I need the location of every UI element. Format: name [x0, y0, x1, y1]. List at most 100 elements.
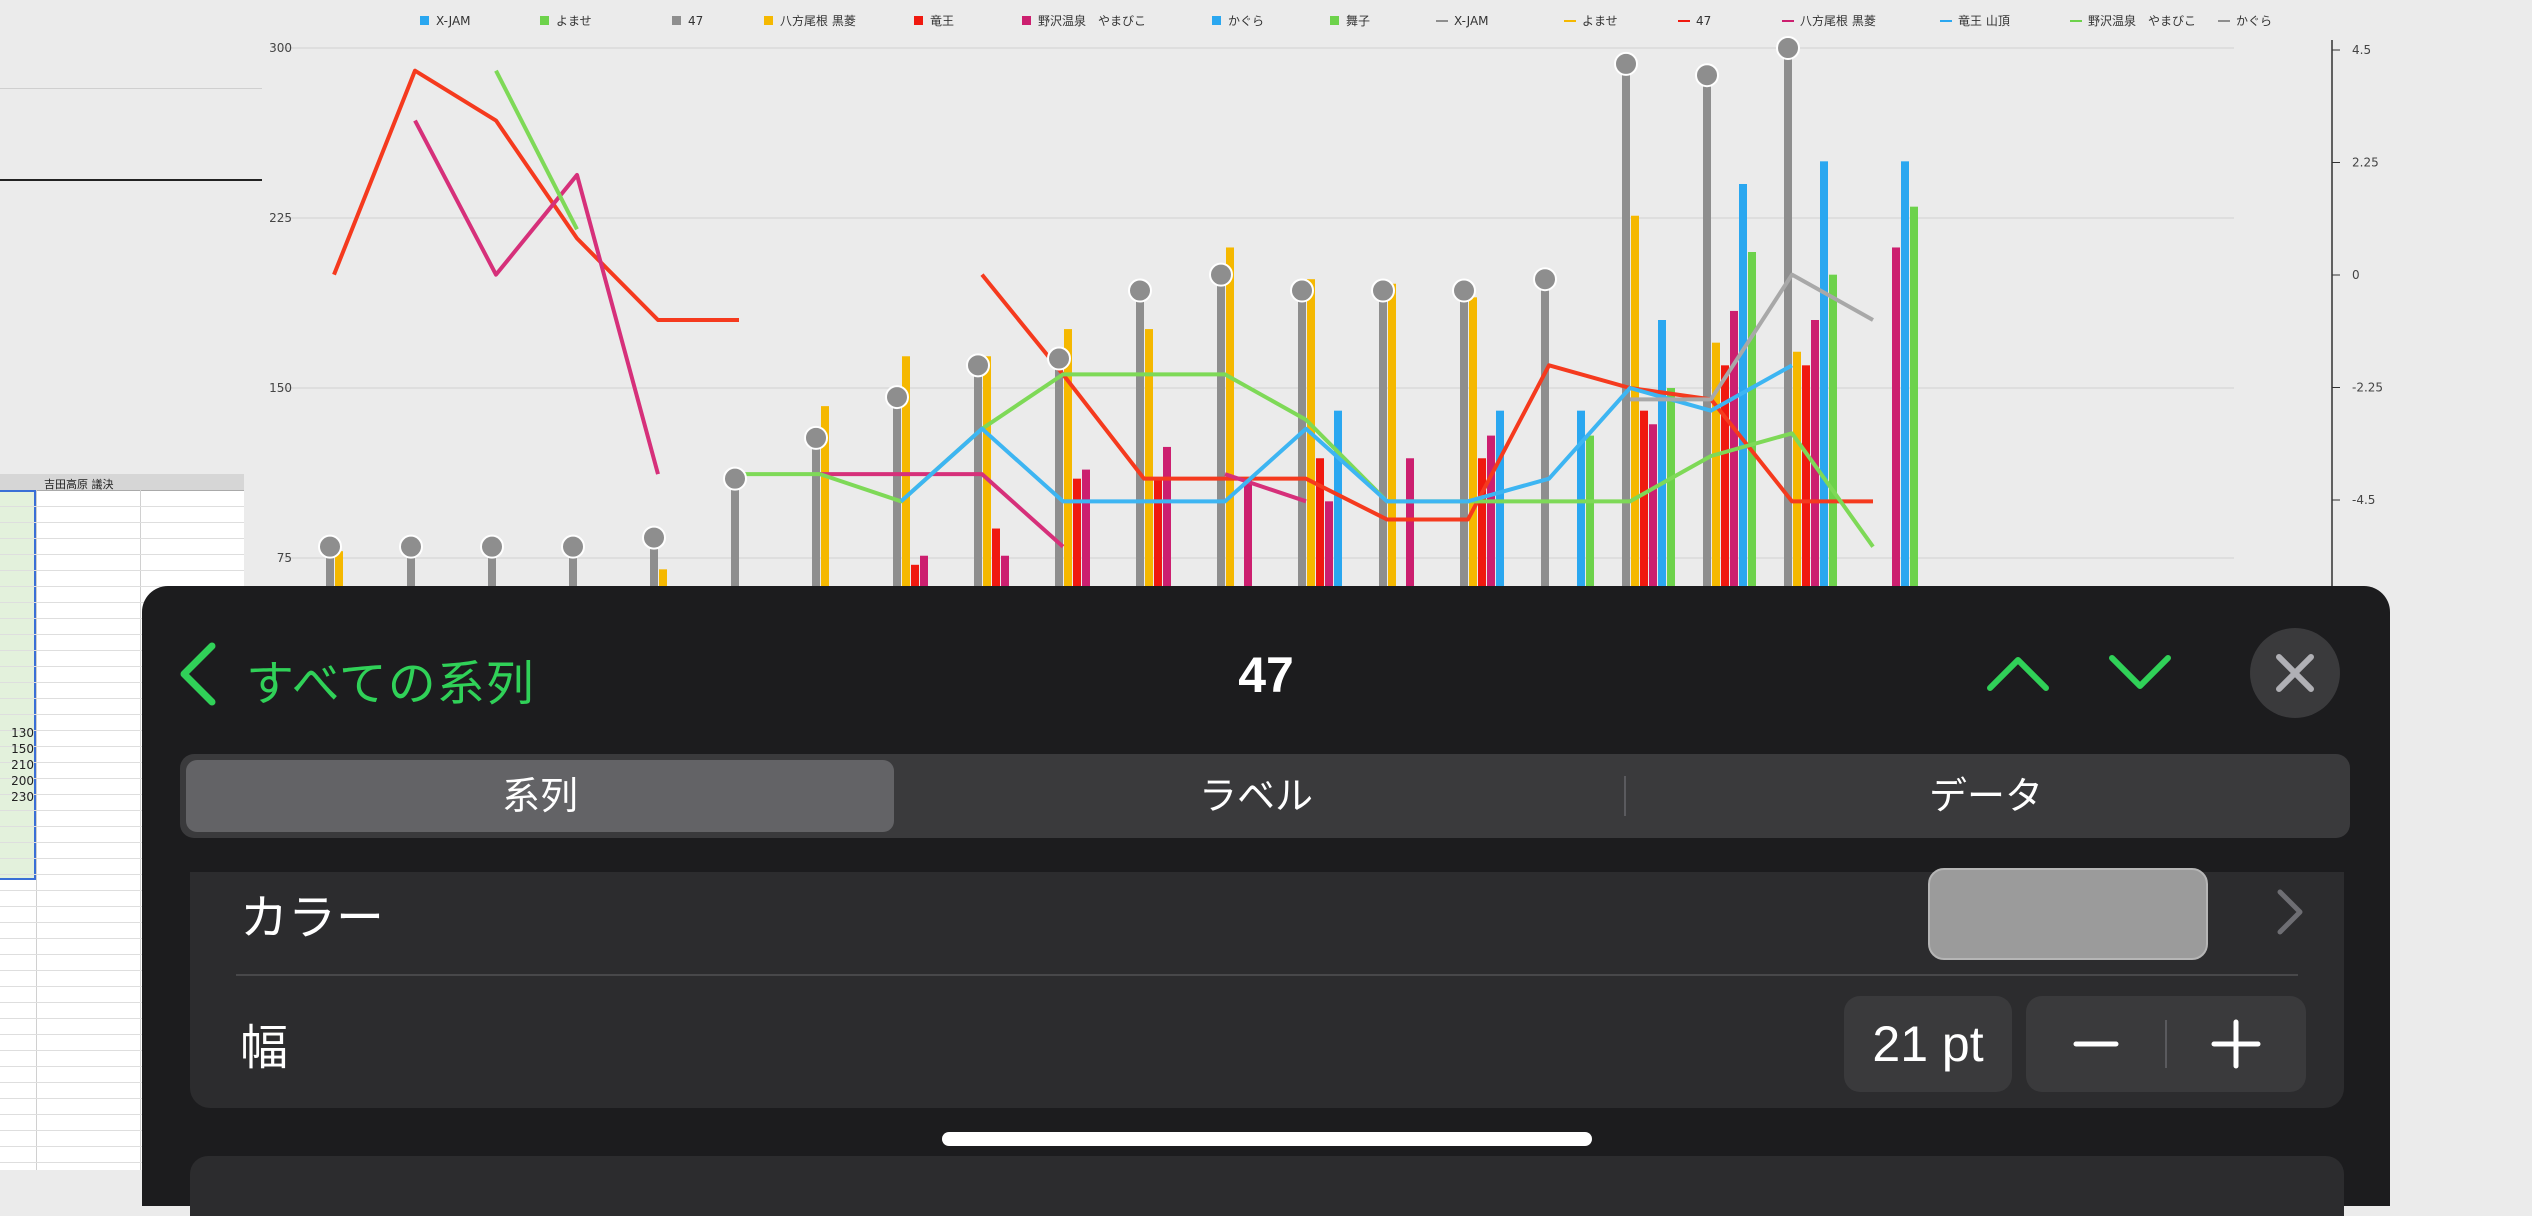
- selected-series-handle[interactable]: [642, 525, 666, 550]
- bar[interactable]: [992, 528, 1000, 590]
- table-header-row[interactable]: 吉田高原 議決: [0, 474, 244, 491]
- selected-series-handle[interactable]: [885, 385, 909, 410]
- legend-label[interactable]: 47: [688, 14, 703, 28]
- bar[interactable]: [569, 546, 577, 590]
- bar[interactable]: [1487, 435, 1495, 590]
- legend-label[interactable]: 竜王 山頂: [1958, 14, 2010, 28]
- bar[interactable]: [1298, 290, 1306, 590]
- selected-column[interactable]: [0, 490, 36, 880]
- bar[interactable]: [1316, 458, 1324, 590]
- width-value-field[interactable]: 21 pt: [1844, 996, 2012, 1092]
- selected-series-handle[interactable]: [399, 534, 423, 559]
- bar[interactable]: [1136, 290, 1144, 590]
- series-line[interactable]: [332, 68, 739, 322]
- tab-segmented-control[interactable]: 系列 ラベル データ: [180, 754, 2350, 838]
- cell-value[interactable]: 130: [11, 726, 34, 740]
- bar[interactable]: [1748, 252, 1756, 590]
- selected-series-handle[interactable]: [723, 466, 747, 491]
- legend-label[interactable]: よませ: [556, 14, 592, 28]
- series-line[interactable]: [820, 472, 1065, 549]
- selected-series-handle[interactable]: [1290, 278, 1314, 303]
- bar[interactable]: [1334, 410, 1342, 590]
- bar[interactable]: [983, 356, 991, 590]
- bar[interactable]: [821, 406, 829, 590]
- chevron-down-icon[interactable]: [2104, 642, 2176, 702]
- bar[interactable]: [1217, 274, 1225, 590]
- selected-series-handle[interactable]: [1614, 51, 1638, 76]
- bar[interactable]: [1379, 290, 1387, 590]
- bar[interactable]: [659, 569, 667, 590]
- selected-series-handle[interactable]: [1695, 63, 1719, 88]
- legend-label[interactable]: X-JAM: [1454, 14, 1489, 28]
- tab-series[interactable]: 系列: [186, 760, 894, 832]
- legend-label[interactable]: かぐら: [2236, 14, 2272, 28]
- bar[interactable]: [1082, 469, 1090, 590]
- bar[interactable]: [1739, 184, 1747, 590]
- bar[interactable]: [1541, 279, 1549, 590]
- selected-series-handle[interactable]: [1128, 278, 1152, 303]
- bar[interactable]: [1388, 283, 1396, 590]
- bar[interactable]: [488, 546, 496, 590]
- selected-series-handle[interactable]: [1209, 262, 1233, 287]
- chevron-left-icon[interactable]: [178, 642, 218, 706]
- bar[interactable]: [1406, 458, 1414, 590]
- legend-label[interactable]: 野沢温泉 やまびこ: [2088, 14, 2196, 28]
- bar[interactable]: [1244, 478, 1252, 590]
- legend-label[interactable]: 野沢温泉 やまびこ: [1038, 14, 1146, 28]
- selected-series-handle[interactable]: [561, 534, 585, 559]
- cell-value[interactable]: 210: [11, 758, 34, 772]
- bar[interactable]: [974, 365, 982, 590]
- bar[interactable]: [1154, 478, 1162, 590]
- bar[interactable]: [812, 437, 820, 590]
- color-swatch-button[interactable]: [1928, 868, 2208, 960]
- tab-data[interactable]: データ: [1928, 774, 2043, 818]
- legend-label[interactable]: よませ: [1582, 14, 1618, 28]
- chart[interactable]: X-JAM よませ 47 八方尾根 黒菱 竜王 野沢温泉 やまびこ かぐら 舞子 X-JAM よま…: [262, 0, 2532, 590]
- bar[interactable]: [893, 397, 901, 590]
- bar[interactable]: [1721, 365, 1729, 590]
- legend-label[interactable]: 竜王: [930, 14, 954, 28]
- bar[interactable]: [1829, 274, 1837, 590]
- bar[interactable]: [1145, 329, 1153, 590]
- bar[interactable]: [326, 546, 334, 590]
- bar[interactable]: [1325, 501, 1333, 590]
- chart-canvas[interactable]: X-JAM よませ 47 八方尾根 黒菱 竜王 野沢温泉 やまびこ かぐら 舞子 X-JAM よま…: [262, 0, 2532, 590]
- bar[interactable]: [650, 537, 658, 590]
- selected-series-handle[interactable]: [966, 353, 990, 378]
- bar[interactable]: [911, 564, 919, 590]
- bar[interactable]: [1631, 215, 1639, 590]
- series-line[interactable]: [494, 69, 579, 231]
- bar[interactable]: [1658, 320, 1666, 590]
- bar[interactable]: [1901, 161, 1909, 590]
- cell-value[interactable]: 150: [11, 742, 34, 756]
- legend-label[interactable]: 八方尾根 黒菱: [1800, 13, 1876, 28]
- bar[interactable]: [1478, 458, 1486, 590]
- selected-series-handle[interactable]: [318, 534, 342, 559]
- width-stepper[interactable]: [2026, 996, 2306, 1092]
- cell-value[interactable]: 200: [11, 774, 34, 788]
- bar[interactable]: [1811, 320, 1819, 590]
- bar[interactable]: [1784, 48, 1792, 590]
- legend-label[interactable]: 八方尾根 黒菱: [780, 13, 856, 28]
- bar[interactable]: [1640, 410, 1648, 590]
- legend-label[interactable]: 舞子: [1346, 14, 1370, 28]
- bar[interactable]: [1460, 290, 1468, 590]
- bar[interactable]: [1793, 351, 1801, 590]
- bar[interactable]: [1073, 478, 1081, 590]
- bar[interactable]: [1712, 342, 1720, 590]
- bar[interactable]: [1469, 297, 1477, 590]
- bar[interactable]: [1622, 63, 1630, 590]
- bar[interactable]: [1802, 365, 1810, 590]
- bar[interactable]: [1586, 435, 1594, 590]
- chevron-up-icon[interactable]: [1982, 642, 2054, 702]
- bar[interactable]: [335, 551, 343, 590]
- close-button[interactable]: [2250, 628, 2340, 718]
- selected-series-handle[interactable]: [1533, 267, 1557, 292]
- bar[interactable]: [1163, 446, 1171, 590]
- bar[interactable]: [920, 555, 928, 590]
- chevron-right-icon[interactable]: [2276, 888, 2304, 936]
- series-line[interactable]: [899, 363, 1793, 504]
- bar[interactable]: [1703, 75, 1711, 590]
- plus-icon[interactable]: [2166, 996, 2306, 1092]
- bar[interactable]: [1892, 247, 1900, 590]
